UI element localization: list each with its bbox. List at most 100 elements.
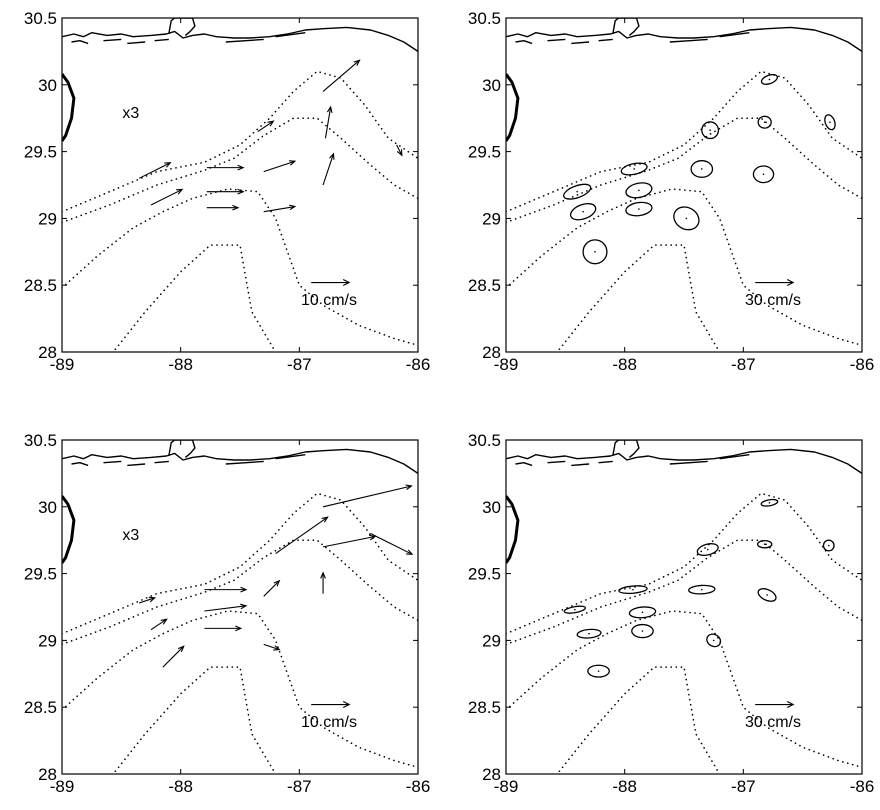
velocity-arrow bbox=[322, 534, 377, 548]
map-panel-b: 30 cm/s -89 -88 -87 -86 28 28.5 29 29.5 30 30.5 bbox=[468, 9, 874, 374]
axes-frame bbox=[505, 439, 863, 775]
variance-ellipse bbox=[631, 623, 654, 639]
barrier-island bbox=[515, 40, 533, 45]
velocity-arrow bbox=[204, 586, 248, 593]
y-tick-label: 29 bbox=[38, 631, 57, 650]
y-tick-label: 28.5 bbox=[24, 276, 57, 295]
velocity-arrow bbox=[322, 484, 413, 508]
map-layers bbox=[62, 440, 418, 774]
y-tick-label: 30 bbox=[482, 498, 501, 517]
ellipse-center bbox=[709, 129, 711, 132]
barrier-island bbox=[127, 41, 146, 45]
y-tick-label: 29 bbox=[482, 209, 501, 228]
velocity-arrow bbox=[324, 105, 333, 139]
y-tick-label: 29 bbox=[482, 631, 501, 650]
x-tick-label: -86 bbox=[850, 777, 875, 796]
ellipse-center bbox=[763, 543, 766, 546]
ellipse-center bbox=[768, 78, 771, 81]
barrier-island bbox=[547, 38, 566, 42]
map-panel-c: 10 cm/s x3 -89 -88 -87 -86 28 28.5 29 29.5 30 30.5 bbox=[24, 431, 430, 796]
x-tick-label: -88 bbox=[612, 777, 637, 796]
ellipse-center bbox=[685, 217, 688, 220]
x-tick-label: -87 bbox=[731, 777, 756, 796]
x-tick-label: -87 bbox=[287, 355, 312, 374]
variance-ellipse bbox=[760, 73, 779, 85]
mobile-bay bbox=[612, 18, 640, 36]
coastline bbox=[506, 26, 862, 52]
coastline bbox=[62, 26, 418, 52]
map-layers bbox=[62, 18, 418, 352]
variance-ellipse bbox=[587, 664, 610, 678]
ellipse-center bbox=[588, 632, 590, 635]
x-tick-label: -87 bbox=[731, 355, 756, 374]
ellipse-center bbox=[706, 548, 709, 551]
variance-ellipse bbox=[625, 182, 653, 199]
y-tick-label: 29 bbox=[38, 209, 57, 228]
isobath-4 bbox=[558, 666, 721, 774]
variance-ellipse bbox=[620, 162, 648, 176]
ellipse-center bbox=[633, 168, 635, 170]
variance-ellipse bbox=[822, 539, 835, 552]
velocity-arrow bbox=[263, 160, 297, 173]
velocity-arrow bbox=[206, 164, 245, 171]
map-panel-a: 10 cm/s x3 -89 -88 -87 -86 28 28.5 29 29.5 30 30.5 bbox=[24, 9, 430, 374]
velocity-arrow bbox=[138, 596, 157, 604]
isobath-3 bbox=[506, 610, 862, 769]
chandeleur-coast bbox=[506, 495, 520, 564]
y-tick-label: 29.5 bbox=[24, 143, 57, 162]
scale-label: 30 cm/s bbox=[745, 292, 801, 309]
y-tick-label: 29.5 bbox=[468, 143, 501, 162]
variance-ellipse bbox=[673, 206, 700, 231]
barrier-island bbox=[719, 454, 750, 460]
map-layers bbox=[506, 18, 862, 352]
barrier-island bbox=[225, 460, 264, 465]
y-tick-label: 28 bbox=[482, 765, 501, 784]
isobath-3 bbox=[506, 188, 862, 347]
variance-ellipse bbox=[706, 633, 722, 648]
map-panel-d: 30 cm/s -89 -88 -87 -86 28 28.5 29 29.5 30 30.5 bbox=[468, 431, 874, 796]
scale-label: 10 cm/s bbox=[301, 714, 357, 731]
isobath-2 bbox=[506, 539, 862, 646]
velocity-arrow bbox=[263, 579, 281, 597]
ellipse-center bbox=[597, 670, 600, 672]
map-layers bbox=[506, 440, 862, 774]
ellipse-center bbox=[638, 189, 640, 192]
y-tick-label: 28 bbox=[38, 765, 57, 784]
y-tick-label: 28 bbox=[482, 343, 501, 362]
ellipse-center bbox=[712, 639, 715, 642]
barrier-island bbox=[571, 463, 590, 467]
barrier-island bbox=[71, 40, 89, 45]
isobath-3 bbox=[62, 188, 418, 347]
variance-ellipse bbox=[569, 203, 597, 221]
ellipse-center bbox=[632, 588, 634, 591]
isobath-4 bbox=[558, 244, 721, 352]
ellipse-center bbox=[576, 190, 578, 193]
variance-ellipse bbox=[688, 584, 716, 595]
ellipse-center bbox=[594, 251, 596, 253]
velocity-arrow bbox=[396, 144, 403, 157]
velocity-arrow bbox=[206, 204, 240, 211]
barrier-island bbox=[275, 32, 306, 38]
barrier-island bbox=[225, 38, 264, 43]
velocity-arrow bbox=[320, 571, 326, 594]
ellipse-center bbox=[582, 210, 584, 213]
velocity-arrow bbox=[150, 188, 184, 206]
ellipse-center bbox=[766, 594, 768, 596]
ellipse-center bbox=[768, 501, 771, 504]
x-tick-label: -86 bbox=[406, 355, 431, 374]
barrier-island bbox=[154, 38, 169, 42]
barrier-island bbox=[71, 462, 89, 467]
y-tick-label: 30.5 bbox=[468, 431, 501, 450]
ellipse-center bbox=[827, 544, 830, 547]
x-tick-label: -86 bbox=[406, 777, 431, 796]
chandeleur-coast bbox=[62, 495, 76, 564]
multiplier-label: x3 bbox=[122, 527, 139, 544]
y-tick-label: 30 bbox=[38, 498, 57, 517]
y-tick-label: 30 bbox=[38, 76, 57, 95]
ellipse-center bbox=[762, 173, 765, 176]
axes-frame bbox=[61, 439, 419, 775]
barrier-island bbox=[103, 38, 122, 42]
y-tick-label: 30.5 bbox=[24, 431, 57, 450]
velocity-arrow bbox=[204, 625, 243, 632]
barrier-island bbox=[547, 460, 566, 464]
